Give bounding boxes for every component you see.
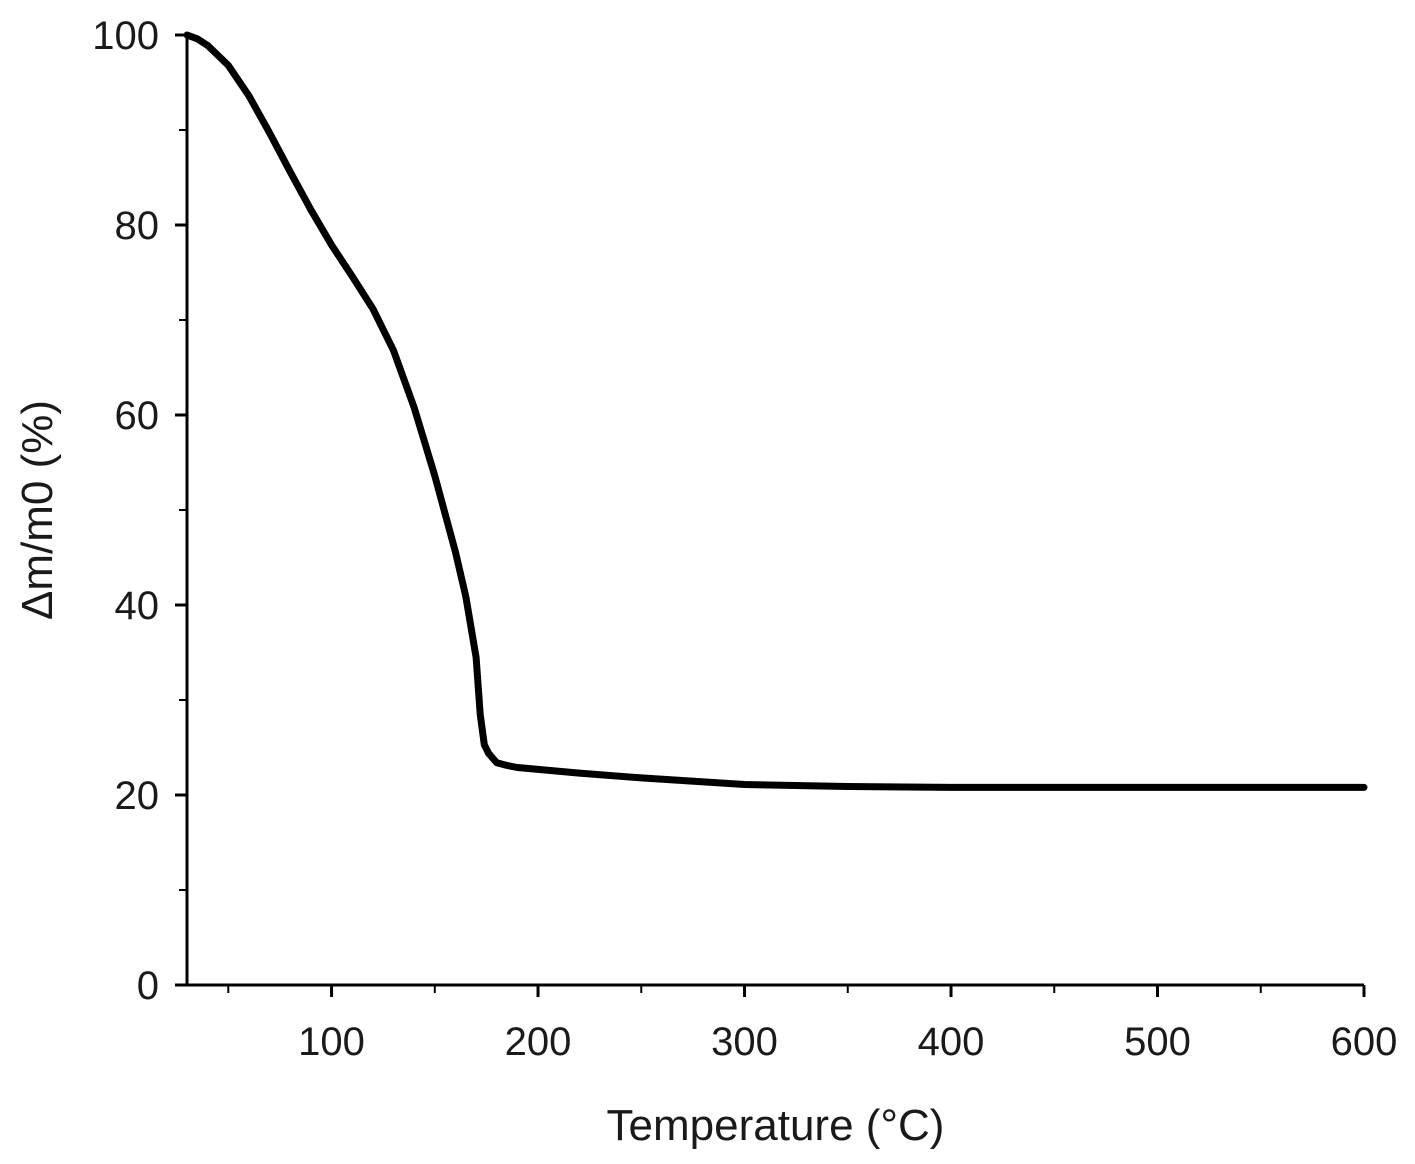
y-tick-label: 40 [115, 584, 160, 628]
x-tick-label: 300 [711, 1020, 778, 1064]
y-tick-label: 20 [115, 774, 160, 818]
x-tick-label: 600 [1331, 1020, 1398, 1064]
y-tick-label: 100 [92, 14, 159, 58]
x-tick-label: 200 [505, 1020, 572, 1064]
y-tick-label: 60 [115, 394, 160, 438]
series-line-0 [183, 31, 1368, 791]
y-tick-label: 0 [137, 964, 159, 1008]
y-axis-label: Δm/m0 (%) [13, 400, 62, 620]
series [183, 31, 1368, 791]
ticks [175, 33, 1366, 997]
x-tick-label: 500 [1124, 1020, 1191, 1064]
x-axis-label: Temperature (°C) [607, 1101, 945, 1150]
axes [185, 35, 1364, 987]
tick-labels: 100 200 300 400 500 600 0 20 40 60 80 100 [92, 14, 1397, 1064]
x-tick-label: 400 [918, 1020, 985, 1064]
x-tick-label: 100 [298, 1020, 365, 1064]
y-tick-label: 80 [115, 204, 160, 248]
